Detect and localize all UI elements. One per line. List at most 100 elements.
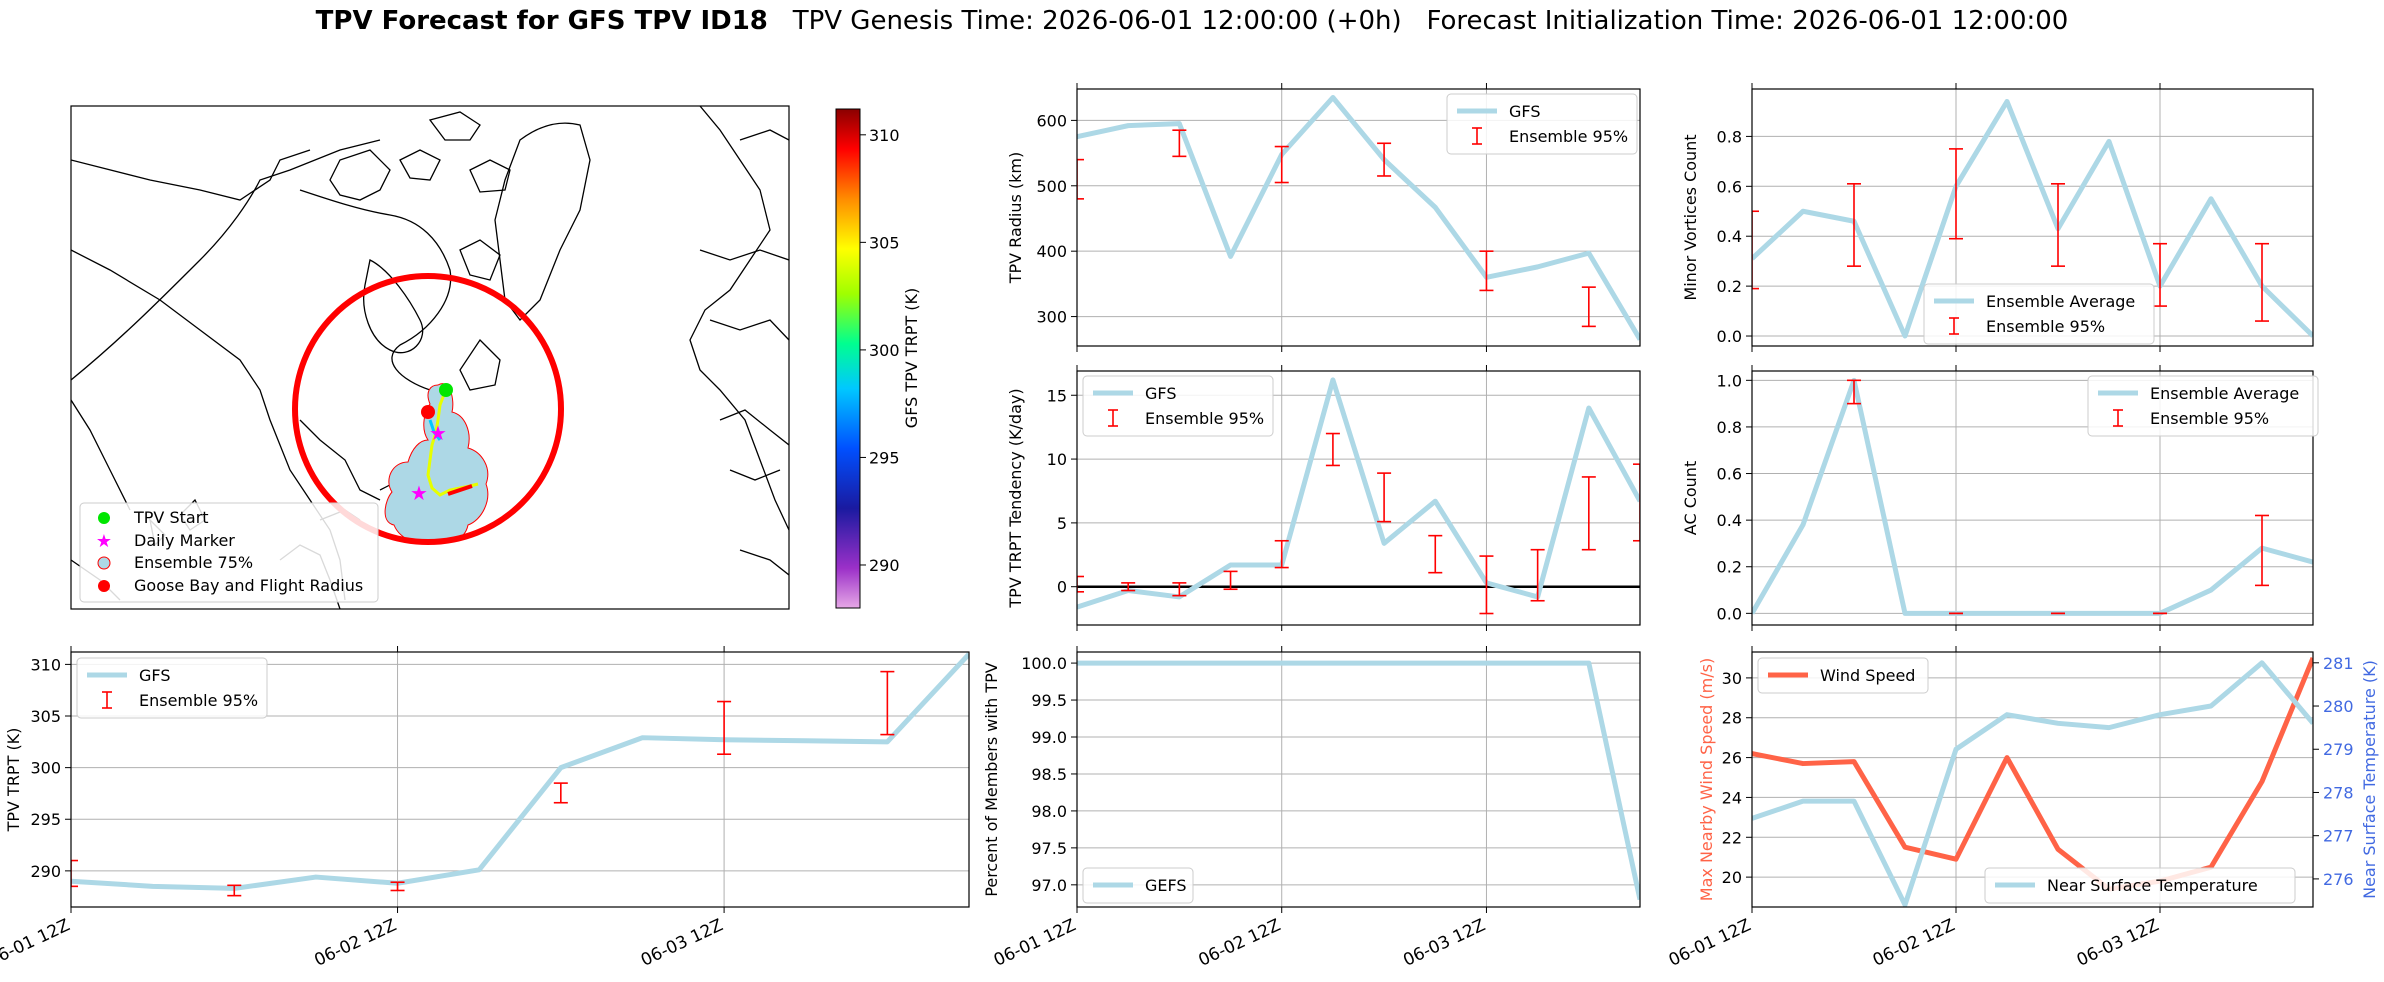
legend-label: Ensemble Average <box>1986 292 2135 311</box>
error-bar <box>717 702 731 755</box>
y2-tick-label: 281 <box>2323 654 2354 673</box>
error-bar <box>1172 583 1186 596</box>
axes-frame <box>1752 371 2313 625</box>
map-coastlines <box>71 106 789 609</box>
error-bar <box>391 882 405 890</box>
y-tick-label: 5 <box>1057 514 1067 533</box>
y-tick-label: 28 <box>1722 709 1742 728</box>
y-tick-label: 99.0 <box>1031 728 1067 747</box>
axes-frame <box>1077 652 1640 907</box>
y-tick-label: 0.2 <box>1717 558 1742 577</box>
colorbar-tick-label: 290 <box>869 556 900 575</box>
legend-ensemble-75: Ensemble 75% <box>134 553 253 572</box>
daily-marker-2: ★ <box>410 481 428 505</box>
y-tick-label: 0 <box>1057 578 1067 597</box>
chart-radius: 300 400 500 600 TPV Radius (km) GFS Ensemble 9… <box>1006 83 1640 352</box>
y-tick-label: 1.0 <box>1717 371 1742 390</box>
legend-tpv-start: TPV Start <box>133 508 209 527</box>
figure-title: TPV Forecast for GFS TPV ID18 TPV Genesi… <box>0 6 2384 36</box>
series-line <box>1752 658 2313 889</box>
legend-goose-bay: Goose Bay and Flight Radius <box>134 576 363 595</box>
error-bar <box>2255 244 2269 321</box>
legend-box <box>1447 94 1637 154</box>
axes-frame <box>1752 652 2313 907</box>
y-tick-label: 310 <box>30 655 61 674</box>
legend-label: Ensemble 95% <box>1509 127 1628 146</box>
legend-label: Near Surface Temperature <box>2047 876 2258 895</box>
y-tick-label: 97.5 <box>1031 839 1067 858</box>
series-group <box>1752 380 2313 613</box>
y-tick-label: 300 <box>30 759 61 778</box>
error-bar <box>1121 583 1135 591</box>
y-tick-label: 98.0 <box>1031 802 1067 821</box>
error-bar <box>1275 541 1289 568</box>
y-tick-label: 400 <box>1036 242 1067 261</box>
y-tick-label: 15 <box>1047 386 1067 405</box>
y-axis-label: Max Nearby Wind Speed (m/s) <box>1697 658 1716 901</box>
tpv-track-end <box>448 486 472 494</box>
axes-frame <box>1752 89 2313 346</box>
y-tick-label: 0.0 <box>1717 604 1742 623</box>
x-tick-label: 06-03 12Z <box>1400 915 1488 970</box>
legend-box <box>1083 868 1193 903</box>
series-group <box>1745 101 2313 336</box>
y2-axis-label: Near Surface Temperature (K) <box>2360 660 2379 899</box>
series-group <box>1077 663 1640 900</box>
legend-box <box>77 658 267 718</box>
error-bar <box>1070 576 1084 591</box>
axes-frame <box>71 652 969 907</box>
x-tick-label: 06-02 12Z <box>1870 915 1958 970</box>
error-bar <box>1070 160 1084 199</box>
y-tick-label: 22 <box>1722 828 1742 847</box>
y-tick-label: 0.0 <box>1717 327 1742 346</box>
series-line <box>1752 380 2313 613</box>
error-bar <box>880 672 894 735</box>
x-tick-label: 06-02 12Z <box>1196 915 1284 970</box>
y-tick-label: 300 <box>1036 308 1067 327</box>
map-frame <box>71 106 789 609</box>
legend: Near Surface Temperature <box>1985 868 2295 903</box>
error-bar <box>2051 184 2065 266</box>
colorbar-tick-label: 300 <box>869 341 900 360</box>
figure-title-bold: TPV Forecast for GFS TPV ID18 <box>316 6 768 36</box>
y2-tick-label: 279 <box>2323 740 2354 759</box>
y-tick-label: 295 <box>30 810 61 829</box>
legend: GFS Ensemble 95% <box>1447 94 1637 154</box>
daily-marker-1: ★ <box>429 421 447 445</box>
y2-tick-label: 277 <box>2323 827 2354 846</box>
y-axis-label: AC Count <box>1681 461 1700 535</box>
x-tick-label: 06-03 12Z <box>2074 915 2162 970</box>
legend-label: GFS <box>139 666 170 685</box>
y-tick-label: 0.4 <box>1717 227 1742 246</box>
series-line <box>1752 101 2313 336</box>
legend-label: GFS <box>1509 102 1540 121</box>
error-bar <box>1633 464 1647 541</box>
chart-minor: 0.0 0.2 0.4 0.6 0.8 Minor Vortices Count Ensem… <box>1681 83 2313 352</box>
error-bar <box>1326 434 1340 466</box>
series-line <box>71 654 969 888</box>
goose-bay-marker <box>421 405 435 419</box>
series-group <box>1070 380 1647 614</box>
legend-label: Ensemble 95% <box>139 691 258 710</box>
error-bar <box>64 861 78 887</box>
series-group <box>1070 98 1640 340</box>
legend-label: Ensemble Average <box>2150 384 2299 403</box>
y2-tick-label: 278 <box>2323 783 2354 802</box>
error-bar <box>1847 184 1861 266</box>
series-line <box>1077 380 1640 607</box>
y-tick-label: 290 <box>30 862 61 881</box>
y-tick-label: 0.8 <box>1717 418 1742 437</box>
legend-label: Ensemble 95% <box>1986 317 2105 336</box>
legend-goose-icon <box>98 580 110 592</box>
init-time: Forecast Initialization Time: 2026-06-01… <box>1426 6 2068 36</box>
legend-label: Ensemble 95% <box>1145 409 1264 428</box>
colorbar-tick-label: 295 <box>869 448 900 467</box>
y-tick-label: 20 <box>1722 868 1742 887</box>
x-tick-label: 06-02 12Z <box>311 915 399 970</box>
legend-box <box>1083 376 1273 436</box>
y2-tick-label: 276 <box>2323 870 2354 889</box>
series-line <box>1077 98 1640 340</box>
series-group <box>1752 658 2313 905</box>
y2-tick-label: 280 <box>2323 697 2354 716</box>
error-bar <box>1377 473 1391 522</box>
